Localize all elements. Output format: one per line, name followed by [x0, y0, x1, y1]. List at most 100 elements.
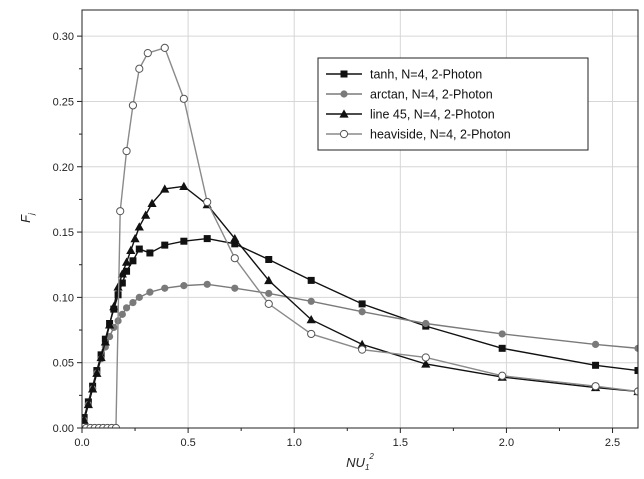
- data-point-arctan: [118, 310, 126, 318]
- y-axis-title-main: F: [18, 214, 33, 223]
- data-point-heaviside: [116, 207, 125, 216]
- data-point-arctan: [161, 284, 169, 292]
- data-point-tanh: [265, 255, 273, 263]
- data-point-line-45: [92, 368, 102, 377]
- data-point-tanh: [146, 249, 154, 257]
- series-line-45: [82, 181, 638, 424]
- legend-entry-arctan: arctan, N=4, 2-Photon: [326, 88, 493, 102]
- data-point-heaviside: [203, 197, 212, 207]
- data-point-line-45: [109, 301, 119, 311]
- legend-label: heaviside, N=4, 2-Photon: [370, 128, 511, 142]
- data-point-line-45: [306, 314, 316, 324]
- legend-marker: [339, 109, 349, 118]
- data-point-arctan: [129, 299, 137, 307]
- data-point-tanh: [129, 257, 137, 265]
- data-point-heaviside: [160, 43, 169, 52]
- data-point-line-45: [134, 222, 144, 231]
- data-point-heaviside: [122, 146, 131, 156]
- x-axis-title-sub: 1: [365, 463, 369, 472]
- legend-entry-line-45: line 45, N=4, 2-Photon: [326, 108, 495, 122]
- data-point-line-45: [160, 184, 170, 193]
- data-point-tanh: [592, 361, 600, 369]
- data-point-heaviside: [230, 254, 239, 263]
- x-axis-title-sup: 2: [368, 452, 374, 461]
- data-point-line-45: [83, 399, 93, 409]
- data-point-line-45: [230, 233, 240, 243]
- y-tick-label: 0.05: [53, 358, 74, 370]
- data-point-heaviside: [498, 371, 507, 380]
- x-axis-title-main: NU: [346, 455, 365, 470]
- y-axis-title: Fj: [18, 213, 36, 223]
- y-tick-label: 0.25: [53, 96, 74, 108]
- x-axis-title: NU1 2: [346, 452, 374, 472]
- data-point-arctan: [180, 282, 188, 290]
- data-point-line-45: [88, 384, 98, 393]
- axes: 0.0 0.5 1.0 1.5 2.0 2.5 0.00 0.05 0.10 0.15 0.20 0.…: [53, 31, 621, 449]
- data-point-heaviside: [179, 94, 188, 103]
- y-tick-label: 0.10: [53, 292, 74, 304]
- series-layer: [82, 43, 638, 428]
- data-point-tanh: [203, 235, 211, 243]
- data-point-tanh: [358, 300, 366, 308]
- data-point-line-45: [179, 181, 189, 191]
- data-point-tanh: [634, 367, 638, 375]
- data-point-tanh: [118, 279, 126, 287]
- data-point-heaviside: [128, 101, 138, 110]
- data-point-arctan: [591, 340, 600, 348]
- series-line-heaviside: [86, 47, 638, 428]
- data-point-arctan: [498, 330, 506, 338]
- data-point-arctan: [307, 297, 315, 305]
- data-point-line-45: [421, 359, 431, 368]
- data-point-arctan: [146, 288, 154, 296]
- legend-box: [317, 57, 589, 151]
- data-point-heaviside: [358, 345, 367, 354]
- legend-label: arctan, N=4, 2-Photon: [370, 88, 493, 102]
- series-heaviside: [82, 43, 638, 428]
- data-point-arctan: [122, 304, 131, 312]
- legend-marker: [339, 129, 349, 139]
- legend-label: line 45, N=4, 2-Photon: [370, 108, 495, 122]
- data-point-heaviside: [135, 64, 144, 73]
- data-point-tanh: [123, 267, 131, 275]
- data-point-tanh: [307, 276, 315, 284]
- data-point-heaviside: [264, 299, 273, 309]
- x-tick-label: 1.0: [287, 437, 302, 449]
- data-point-arctan: [634, 344, 638, 352]
- data-point-heaviside: [307, 329, 316, 339]
- data-point-heaviside: [143, 49, 152, 58]
- y-tick-label: 0.20: [53, 162, 74, 174]
- legend-entry-tanh: tanh, N=4, 2-Photon: [326, 68, 482, 82]
- data-point-tanh: [161, 241, 169, 249]
- data-point-line-45: [126, 245, 136, 255]
- legend-marker: [340, 90, 348, 98]
- legend-entry-heaviside: heaviside, N=4, 2-Photon: [326, 128, 511, 142]
- data-point-heaviside: [633, 387, 638, 396]
- data-point-arctan: [203, 280, 211, 288]
- data-point-line-45: [117, 269, 127, 278]
- data-point-line-45: [100, 337, 110, 346]
- data-point-arctan: [358, 308, 366, 316]
- data-point-arctan: [265, 289, 273, 298]
- y-axis-title-sub: j: [27, 213, 36, 216]
- data-point-tanh: [231, 240, 239, 248]
- data-point-line-45: [96, 352, 106, 362]
- x-tick-label: 2.5: [605, 437, 620, 449]
- data-point-arctan: [422, 319, 430, 328]
- data-point-line-45: [121, 257, 132, 266]
- y-tick-label: 0.00: [53, 423, 74, 435]
- x-tick-label: 2.0: [499, 437, 514, 449]
- data-point-line-45: [357, 339, 367, 349]
- data-point-line-45: [264, 275, 274, 285]
- data-point-line-45: [82, 415, 89, 424]
- y-tick-label: 0.15: [53, 227, 74, 239]
- data-point-line-45: [141, 210, 151, 219]
- legend-marker: [340, 70, 348, 78]
- legend-label: tanh, N=4, 2-Photon: [370, 68, 482, 82]
- x-tick-label: 0.5: [180, 437, 195, 449]
- data-point-heaviside: [591, 382, 600, 391]
- data-point-tanh: [498, 344, 506, 352]
- legend-entries: tanh, N=4, 2-Photon arctan, N=4, 2-Photon…: [326, 68, 511, 142]
- data-point-arctan: [231, 284, 239, 292]
- data-point-tanh: [180, 237, 188, 245]
